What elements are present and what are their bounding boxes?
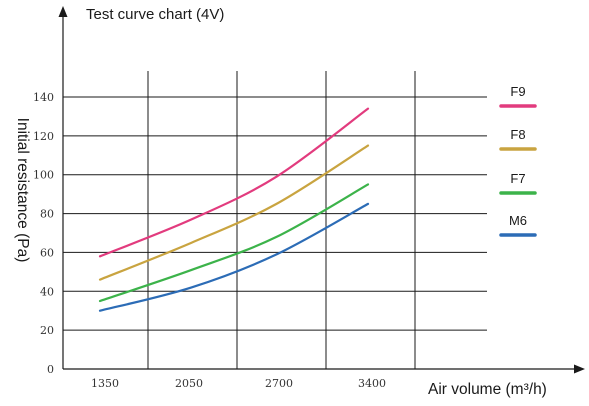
legend-label-f8: F8 (510, 127, 525, 142)
y-tick-label: 80 (40, 208, 54, 221)
x-axis-arrow (574, 364, 585, 374)
x-tick-label: 2700 (265, 377, 293, 390)
y-tick-labels: 0 20 40 60 80 100 120 140 (33, 91, 54, 376)
y-tick-label: 0 (47, 363, 54, 376)
grid (63, 71, 487, 369)
legend-label-m6: M6 (509, 213, 527, 228)
y-tick-label: 120 (33, 130, 54, 143)
y-axis-arrow (58, 6, 68, 17)
chart-title: Test curve chart (4V) (86, 6, 224, 23)
y-tick-label: 20 (40, 324, 54, 337)
series (98, 107, 370, 312)
series-line-f9 (98, 107, 370, 258)
legend: F9 F8 F7 M6 (499, 84, 537, 237)
axes (58, 6, 585, 374)
x-tick-label: 2050 (175, 377, 203, 390)
y-tick-label: 60 (40, 246, 54, 259)
x-tick-labels: 1350 2050 2700 3400 (91, 377, 386, 390)
y-tick-label: 140 (33, 91, 54, 104)
series-line-m6 (98, 202, 370, 312)
legend-label-f7: F7 (510, 171, 525, 186)
x-tick-label: 1350 (91, 377, 119, 390)
y-axis-label: Initial resistance (Pa) (14, 118, 31, 263)
x-tick-label: 3400 (358, 377, 386, 390)
series-line-f7 (98, 183, 370, 303)
y-tick-label: 40 (40, 285, 54, 298)
legend-label-f9: F9 (510, 84, 525, 99)
series-line-f8 (98, 144, 370, 281)
y-tick-label: 100 (33, 169, 54, 182)
x-axis-label: Air volume (m³/h) (428, 381, 547, 398)
